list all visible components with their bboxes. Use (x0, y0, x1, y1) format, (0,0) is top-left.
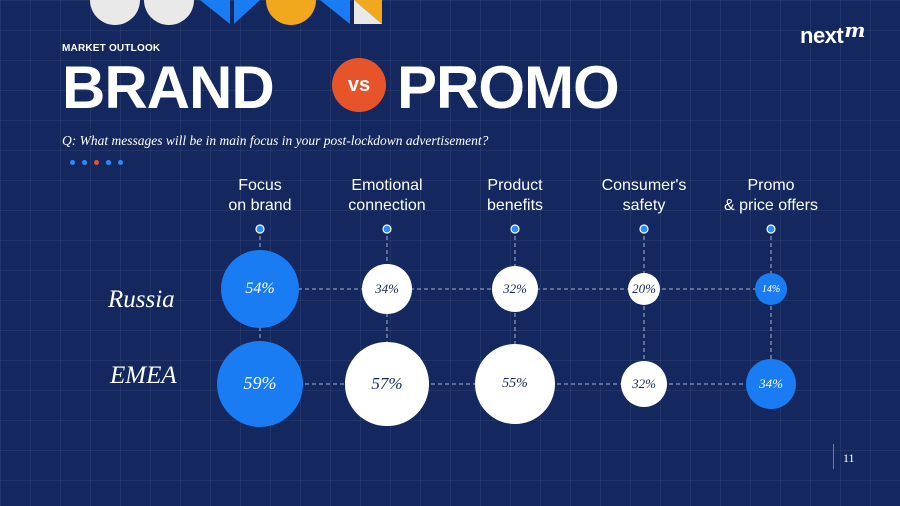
vs-badge: vs (332, 58, 386, 112)
title-brand: BRAND (62, 54, 275, 121)
value-bubble: 14% (755, 273, 787, 305)
column-label: Promo & price offers (724, 177, 818, 214)
decorative-shapes (90, 0, 382, 25)
title-promo: PROMO (397, 54, 620, 121)
column-marker-dot (382, 224, 392, 234)
row-label: EMEA (110, 362, 177, 389)
column-label: Product benefits (486, 177, 544, 214)
value-bubble: 59% (216, 340, 304, 428)
section-eyebrow: MARKET OUTLOOK (62, 43, 161, 54)
column-label: Emotional connection (348, 177, 426, 214)
dots-divider (70, 160, 123, 165)
value-bubble: 55% (474, 343, 556, 425)
column-label: Consumer's safety (601, 177, 687, 214)
value-bubble: 34% (362, 264, 412, 314)
column-marker-dot (639, 224, 649, 234)
nextm-logo: nextm (800, 18, 865, 48)
page-separator (833, 444, 834, 469)
value-bubble: 57% (345, 342, 429, 426)
column-label: Focus on brand (228, 177, 292, 214)
value-bubble: 54% (220, 249, 300, 329)
row-label: Russia (108, 286, 175, 313)
value-bubble: 34% (746, 359, 796, 409)
column-marker-dot (510, 224, 520, 234)
column-marker-dot (255, 224, 265, 234)
column-marker-dot (766, 224, 776, 234)
page-number: 11 (843, 451, 855, 465)
value-bubble: 20% (628, 273, 660, 305)
value-bubble: 32% (491, 265, 539, 313)
survey-question: Q: What messages will be in main focus i… (62, 133, 489, 148)
value-bubble: 32% (620, 360, 668, 408)
